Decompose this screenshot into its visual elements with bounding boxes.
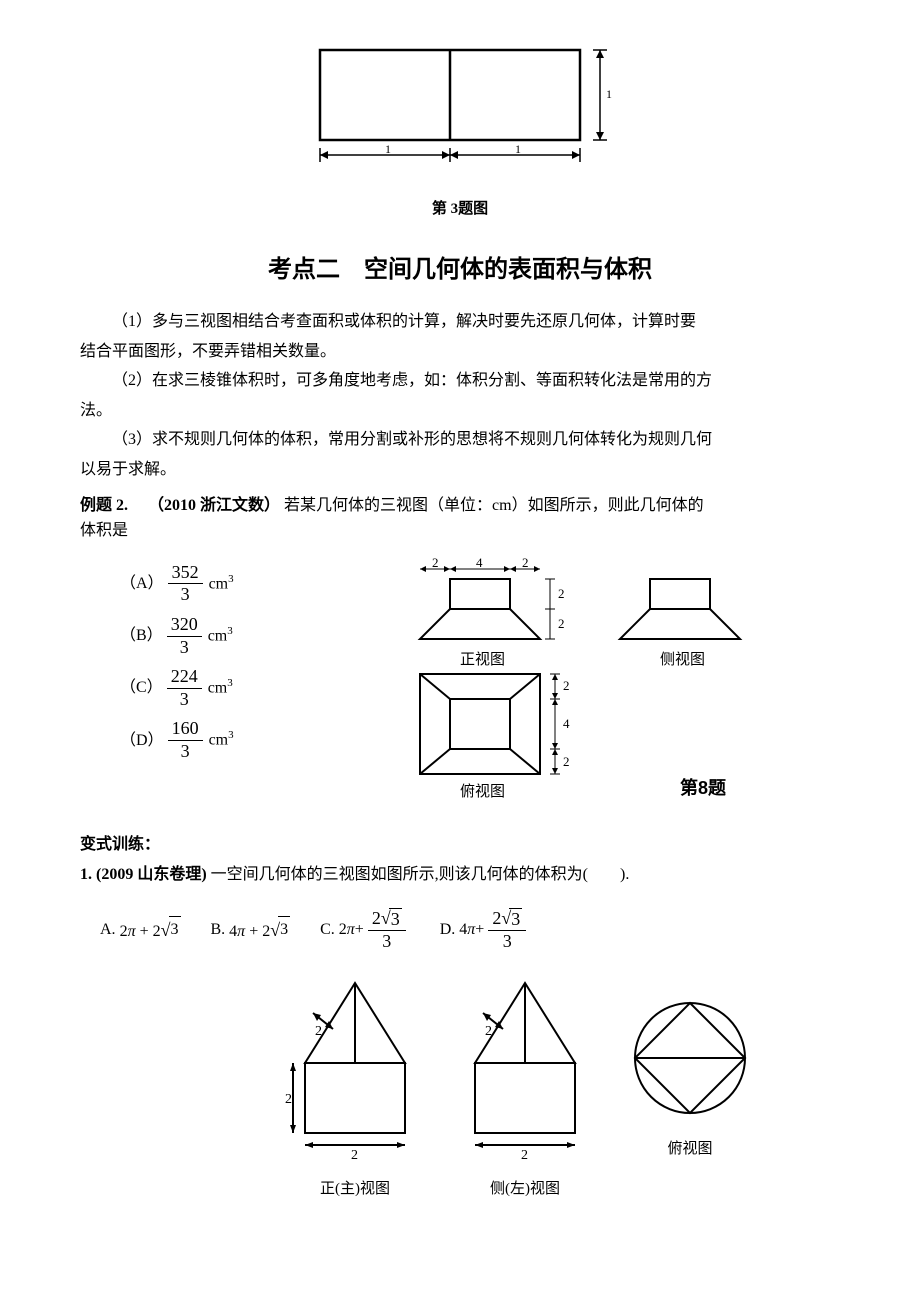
q1-choice-a: A. 2π + 2√3 <box>100 916 181 945</box>
svg-text:2: 2 <box>351 1148 358 1163</box>
frac-a: 352 3 <box>168 562 203 606</box>
svg-text:2: 2 <box>485 1024 492 1039</box>
para-2: （2）在求三棱锥体积时，可多角度地考虑，如：体积分割、等面积转化法是常用的方 <box>80 368 840 394</box>
para-1: （1）多与三视图相结合考查面积或体积的计算，解决时要先还原几何体，计算时要 <box>80 309 840 335</box>
q1-side-svg: 2 2 <box>455 973 595 1163</box>
para-2b: 法。 <box>80 398 840 424</box>
example-2-block: （A） 352 3 cm3 （B） 320 3 cm3 （C） 224 3 cm… <box>80 554 840 813</box>
svg-text:4: 4 <box>476 555 483 570</box>
svg-text:1: 1 <box>515 142 521 156</box>
choice-d: （D） 160 3 cm3 <box>120 718 360 762</box>
q1-front-svg: 2 2 2 <box>285 973 425 1163</box>
example-question-2: 体积是 <box>80 518 840 544</box>
q1-top-svg <box>625 993 755 1123</box>
svg-text:1: 1 <box>385 142 391 156</box>
example-prefix: 例题 2. <box>80 497 144 514</box>
example-question: 若某几何体的三视图（单位：cm）如图所示，则此几何体的 <box>284 497 704 514</box>
frac-d: 160 3 <box>168 718 203 762</box>
svg-text:第8题: 第8题 <box>680 777 727 798</box>
example-2-title: 例题 2. （2010 浙江文数） 若某几何体的三视图（单位：cm）如图所示，则… <box>80 493 840 519</box>
q1-figures: 2 2 2 正(主)视图 2 2 侧(左)视图 <box>80 973 840 1202</box>
frac-c: 224 3 <box>167 666 202 710</box>
q1-choice-d: D. 4π + 2√3 3 <box>440 908 531 953</box>
svg-text:2: 2 <box>285 1092 292 1107</box>
q1-side-view: 2 2 侧(左)视图 <box>455 973 595 1202</box>
svg-text:2: 2 <box>558 586 565 601</box>
q1-top-view: 俯视图 <box>625 993 755 1202</box>
q1-front-view: 2 2 2 正(主)视图 <box>285 973 425 1202</box>
frac-b: 320 3 <box>167 614 202 658</box>
svg-text:侧视图: 侧视图 <box>660 651 705 668</box>
svg-text:正视图: 正视图 <box>460 651 505 668</box>
svg-text:2: 2 <box>522 555 529 570</box>
svg-text:2: 2 <box>432 555 439 570</box>
figure-3: 1 1 1 第 3题图 <box>80 40 840 221</box>
example-2-choices: （A） 352 3 cm3 （B） 320 3 cm3 （C） 224 3 cm… <box>80 554 360 813</box>
figure-3-svg: 1 1 1 <box>290 40 630 180</box>
para-3b: 以易于求解。 <box>80 457 840 483</box>
svg-text:2: 2 <box>521 1148 528 1163</box>
example-2-figure: 2 4 2 2 2 正视图 侧视图 <box>360 554 840 813</box>
q1-choice-b: B. 4π + 2√3 <box>211 916 291 945</box>
choice-c: （C） 224 3 cm3 <box>120 666 360 710</box>
svg-text:2: 2 <box>563 678 570 693</box>
q1-choices: A. 2π + 2√3 B. 4π + 2√3 C. 2π + 2√3 3 D.… <box>100 908 840 953</box>
para-1b: 结合平面图形，不要弄错相关数量。 <box>80 339 840 365</box>
three-views-svg: 2 4 2 2 2 正视图 侧视图 <box>360 554 800 804</box>
figure-3-caption: 第 3题图 <box>80 197 840 221</box>
svg-text:2: 2 <box>558 616 565 631</box>
choice-b: （B） 320 3 cm3 <box>120 614 360 658</box>
svg-text:1: 1 <box>606 87 612 101</box>
svg-text:2: 2 <box>315 1024 322 1039</box>
svg-text:2: 2 <box>563 754 570 769</box>
section-title: 考点二 空间几何体的表面积与体积 <box>80 251 840 289</box>
q1-text: 1. (2009 山东卷理) 一空间几何体的三视图如图所示,则该几何体的体积为(… <box>80 862 840 888</box>
example-source: （2010 浙江文数） <box>148 497 280 514</box>
variant-title: 变式训练： <box>80 832 840 858</box>
para-3: （3）求不规则几何体的体积，常用分割或补形的思想将不规则几何体转化为规则几何 <box>80 427 840 453</box>
svg-text:4: 4 <box>563 716 570 731</box>
q1-choice-c: C. 2π + 2√3 3 <box>320 908 410 953</box>
svg-text:俯视图: 俯视图 <box>460 783 505 800</box>
choice-a: （A） 352 3 cm3 <box>120 562 360 606</box>
